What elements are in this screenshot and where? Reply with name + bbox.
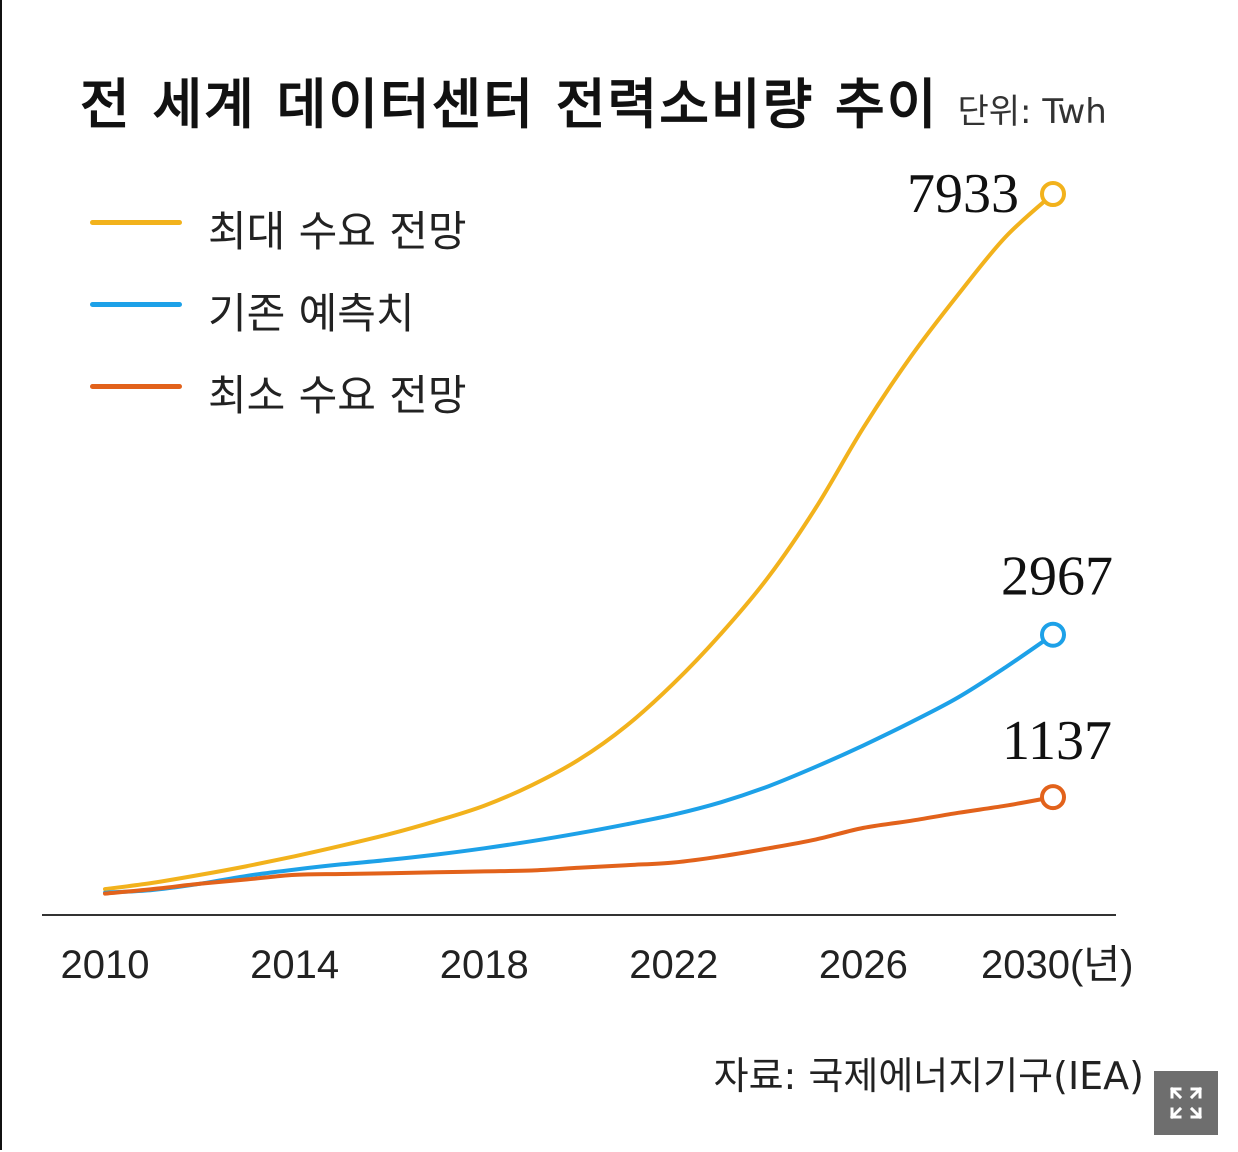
x-tick-label: 2030(년) (981, 943, 1133, 987)
source-note: 자료: 국제에너지기구(IEA) (713, 1054, 1144, 1098)
x-tick-label: 2022 (629, 943, 718, 987)
expand-button[interactable] (1154, 1071, 1218, 1135)
data-label-base: 2967 (1001, 546, 1113, 608)
expand-icon (1169, 1086, 1203, 1120)
legend-label-min: 최소 수요 전망 (208, 371, 467, 420)
x-tick-label: 2010 (61, 943, 150, 987)
endpoint-marker-min (1040, 784, 1066, 811)
legend-swatch-min (90, 384, 182, 389)
legend-label-max: 최대 수요 전망 (208, 207, 467, 256)
legend-swatch-max (90, 220, 182, 225)
x-tick-label: 2026 (819, 943, 908, 987)
series-line-base (103, 632, 1055, 895)
legend-swatch-base (90, 302, 182, 307)
endpoint-marker-base (1040, 621, 1066, 648)
series-line-max (103, 192, 1055, 892)
title-row: 전 세계 데이터센터 전력소비량 추이 단위: Twh (80, 60, 1107, 139)
chart-title: 전 세계 데이터센터 전력소비량 추이 (80, 73, 939, 136)
endpoint-marker-max (1040, 181, 1066, 207)
legend-label-base: 기존 예측치 (208, 289, 415, 338)
x-tick-label: 2014 (250, 943, 339, 987)
x-tick-label: 2018 (440, 943, 529, 987)
series-line-min (103, 795, 1055, 896)
data-label-max: 7933 (907, 163, 1019, 225)
data-label-min: 1137 (1002, 710, 1112, 772)
unit-label: 단위: Twh (957, 92, 1107, 132)
